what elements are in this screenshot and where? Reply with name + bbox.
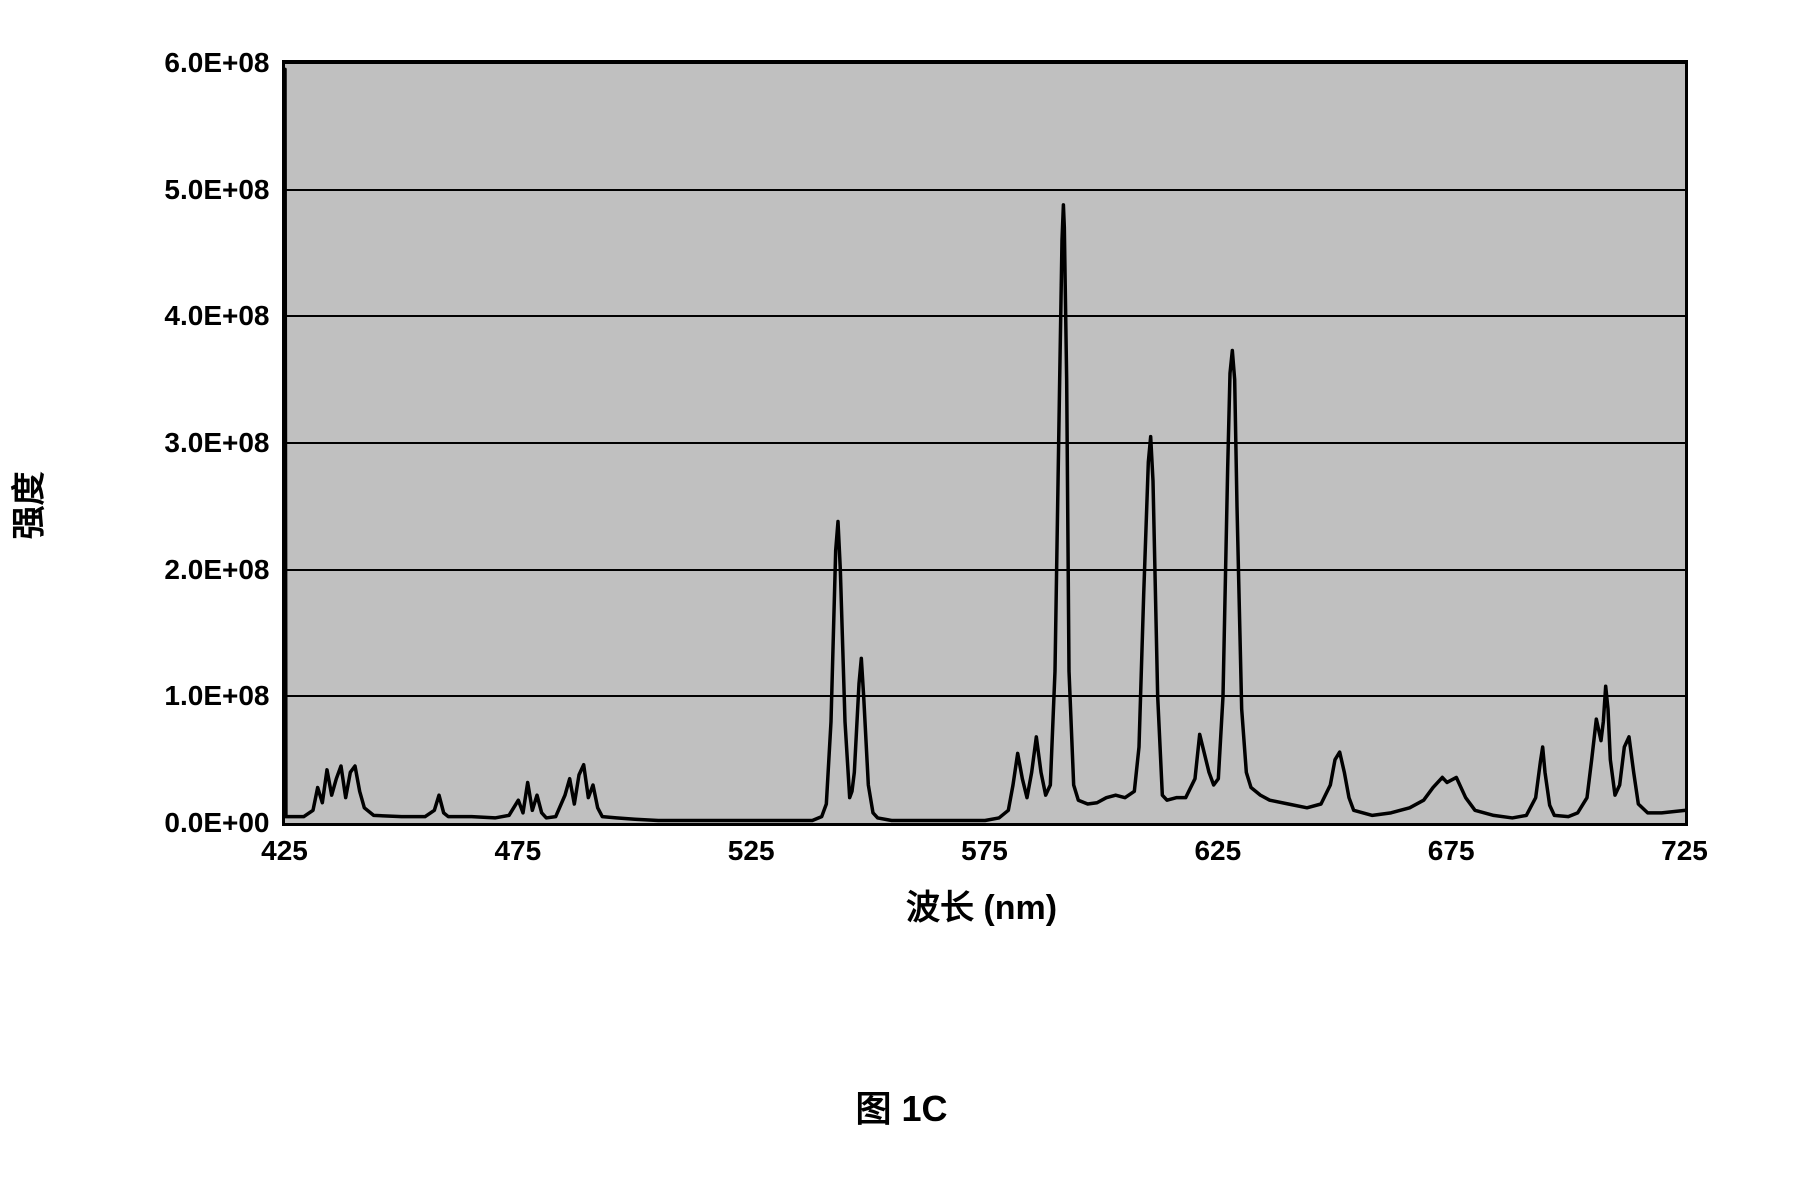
grid-line-y bbox=[285, 62, 1685, 64]
grid-line-y bbox=[285, 189, 1685, 191]
y-axis-label: 强度 bbox=[1, 472, 50, 540]
y-tick-label: 1.0E+08 bbox=[164, 680, 269, 712]
x-tick-label: 575 bbox=[961, 835, 1008, 867]
y-tick-label: 5.0E+08 bbox=[164, 174, 269, 206]
y-tick-label: 3.0E+08 bbox=[164, 427, 269, 459]
y-tick-label: 0.0E+00 bbox=[164, 807, 269, 839]
x-tick-label: 725 bbox=[1661, 835, 1708, 867]
grid-line-y bbox=[285, 695, 1685, 697]
x-tick-label: 675 bbox=[1428, 835, 1475, 867]
y-tick-label: 2.0E+08 bbox=[164, 554, 269, 586]
figure-caption: 图 1C bbox=[40, 1080, 1763, 1132]
plot-area: 0.0E+001.0E+082.0E+083.0E+084.0E+085.0E+… bbox=[282, 60, 1688, 826]
x-tick-label: 475 bbox=[494, 835, 541, 867]
grid-line-y bbox=[285, 569, 1685, 571]
spectrum-chart: 0.0E+00 1.0E+08 2.0E+08 3.0E+08 4.0E+08 5.0E+… bbox=[102, 40, 1702, 990]
x-axis-label: 波长 (nm) bbox=[906, 880, 1057, 929]
x-tick-label: 525 bbox=[728, 835, 775, 867]
x-tick-label: 425 bbox=[261, 835, 308, 867]
y-tick-label: 4.0E+08 bbox=[164, 300, 269, 332]
x-tick-label: 625 bbox=[1194, 835, 1241, 867]
grid-line-y bbox=[285, 442, 1685, 444]
grid-line-y bbox=[285, 315, 1685, 317]
y-tick-label: 6.0E+08 bbox=[164, 47, 269, 79]
